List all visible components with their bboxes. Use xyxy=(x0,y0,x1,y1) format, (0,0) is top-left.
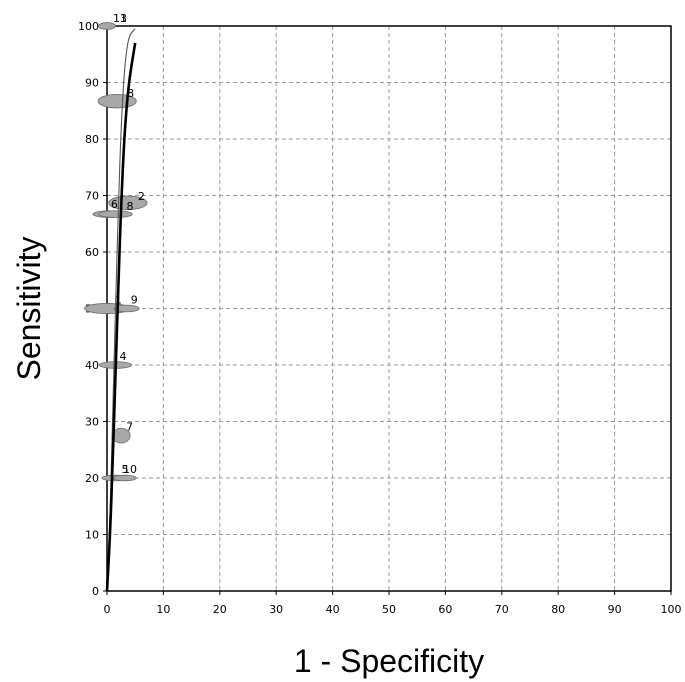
y-tick-label: 0 xyxy=(92,585,99,598)
study-label-1: 1 xyxy=(115,294,122,307)
y-tick-label: 40 xyxy=(85,359,99,372)
study-marker-10 xyxy=(113,474,137,482)
x-tick-label: 30 xyxy=(269,603,283,616)
study-label-5: 5 xyxy=(121,463,128,476)
x-tick-label: 0 xyxy=(104,603,111,616)
study-label-6: 6 xyxy=(111,198,118,211)
y-axis-title: Sensitivity xyxy=(11,236,47,380)
x-tick-label: 10 xyxy=(156,603,170,616)
study-label-4: 4 xyxy=(119,350,126,363)
study-label-8: 8 xyxy=(127,87,134,100)
study-label-9: 9 xyxy=(131,294,138,307)
study-label-3: 3 xyxy=(120,12,127,25)
study-label-7: 7 xyxy=(126,421,133,434)
study-label-8: 8 xyxy=(126,200,133,213)
study-label-10: 10 xyxy=(123,463,137,476)
study-label-2: 2 xyxy=(138,190,145,203)
y-tick-label: 30 xyxy=(85,416,99,429)
study-marker-9 xyxy=(113,304,140,313)
x-tick-label: 60 xyxy=(438,603,452,616)
y-tick-label: 10 xyxy=(85,529,99,542)
x-tick-label: 80 xyxy=(551,603,565,616)
y-tick-label: 100 xyxy=(78,20,99,33)
y-tick-label: 90 xyxy=(85,77,99,90)
x-tick-label: 70 xyxy=(495,603,509,616)
x-tick-label: 90 xyxy=(608,603,622,616)
x-tick-label: 20 xyxy=(213,603,227,616)
y-tick-label: 70 xyxy=(85,190,99,203)
sroc-curve-thick xyxy=(105,42,137,592)
study-marker-3 xyxy=(98,22,116,30)
x-axis-title: 1 - Specificity xyxy=(294,643,484,679)
x-axis-ticks: 0 10 20 30 40 50 60 70 80 90 100 xyxy=(104,591,682,616)
x-tick-label: 50 xyxy=(382,603,396,616)
study-marker-8 xyxy=(98,210,133,218)
x-tick-label: 40 xyxy=(326,603,340,616)
study-label-11: 11 xyxy=(113,12,127,25)
x-tick-label: 100 xyxy=(661,603,682,616)
y-tick-label: 20 xyxy=(85,472,99,485)
grid-lines xyxy=(107,26,671,591)
y-tick-label: 60 xyxy=(85,246,99,259)
y-tick-label: 80 xyxy=(85,133,99,146)
sroc-curves xyxy=(105,28,137,592)
